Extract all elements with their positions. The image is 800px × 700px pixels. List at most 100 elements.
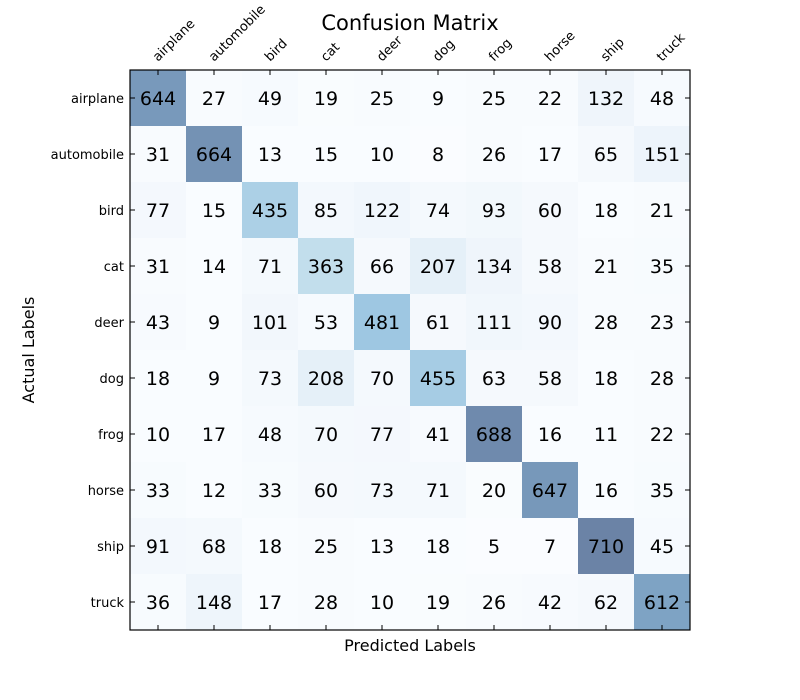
- heatmap-cell: [466, 406, 522, 462]
- x-tick-label: automobile: [206, 2, 268, 64]
- heatmap-cell: [410, 574, 466, 630]
- cell-value-label: 10: [370, 592, 394, 614]
- cell-value-label: 481: [364, 312, 400, 334]
- heatmap-cell: [242, 294, 298, 350]
- heatmap-cell: [298, 238, 354, 294]
- heatmap-cell: [578, 294, 634, 350]
- heatmap-cell: [578, 574, 634, 630]
- x-tick-label: bird: [262, 36, 290, 64]
- cell-value-label: 455: [420, 368, 456, 390]
- heatmap-cell: [298, 126, 354, 182]
- heatmap-cell: [354, 182, 410, 238]
- cell-value-label: 70: [314, 424, 338, 446]
- cell-value-label: 20: [482, 480, 506, 502]
- cell-value-label: 11: [594, 424, 618, 446]
- cell-value-label: 74: [426, 200, 450, 222]
- cell-value-label: 9: [208, 312, 220, 334]
- heatmap-cell: [578, 238, 634, 294]
- cell-value-label: 12: [202, 480, 226, 502]
- cell-value-label: 207: [420, 256, 456, 278]
- cell-value-label: 13: [258, 144, 282, 166]
- heatmap-cell: [410, 238, 466, 294]
- y-tick-label: cat: [104, 260, 124, 275]
- heatmap-cell: [578, 70, 634, 126]
- cell-value-label: 111: [476, 312, 512, 334]
- heatmap-cell: [634, 294, 690, 350]
- cell-value-label: 18: [258, 536, 282, 558]
- cell-value-label: 62: [594, 592, 618, 614]
- cell-value-label: 73: [258, 368, 282, 390]
- heatmap-cell: [634, 70, 690, 126]
- y-tick-label: automobile: [51, 148, 124, 163]
- cell-value-label: 18: [594, 200, 618, 222]
- cell-value-label: 208: [308, 368, 344, 390]
- y-tick-label: dog: [100, 372, 124, 387]
- heatmap-cell: [522, 70, 578, 126]
- heatmap-cell: [578, 182, 634, 238]
- heatmap-cell: [186, 406, 242, 462]
- cell-value-label: 612: [644, 592, 680, 614]
- cell-value-label: 15: [202, 200, 226, 222]
- heatmap-cell: [298, 182, 354, 238]
- cell-value-label: 43: [146, 312, 170, 334]
- heatmap-cell: [410, 518, 466, 574]
- x-tick-label: dog: [430, 37, 458, 65]
- cell-value-label: 70: [370, 368, 394, 390]
- cell-value-label: 9: [208, 368, 220, 390]
- heatmap-cell: [130, 70, 186, 126]
- heatmap-cell: [578, 462, 634, 518]
- cell-value-label: 28: [594, 312, 618, 334]
- cell-value-label: 9: [432, 88, 444, 110]
- y-tick-label: truck: [91, 596, 125, 611]
- cell-value-label: 31: [146, 256, 170, 278]
- cell-value-label: 21: [650, 200, 674, 222]
- heatmap-cell: [578, 126, 634, 182]
- heatmap-cell: [522, 294, 578, 350]
- cell-value-label: 25: [314, 536, 338, 558]
- heatmap-cell: [354, 574, 410, 630]
- heatmap-cell: [130, 406, 186, 462]
- cell-value-label: 10: [146, 424, 170, 446]
- heatmap-cell: [522, 126, 578, 182]
- y-tick-label: deer: [94, 316, 124, 331]
- chart-title: Confusion Matrix: [321, 11, 498, 35]
- cell-value-label: 71: [258, 256, 282, 278]
- heatmap-cell: [410, 126, 466, 182]
- cell-value-label: 132: [588, 88, 624, 110]
- cell-value-label: 10: [370, 144, 394, 166]
- cell-value-label: 36: [146, 592, 170, 614]
- cell-value-label: 644: [140, 88, 176, 110]
- heatmap-cell: [522, 350, 578, 406]
- heatmap-cell: [466, 294, 522, 350]
- cell-value-label: 18: [426, 536, 450, 558]
- cell-value-label: 49: [258, 88, 282, 110]
- y-tick-label: horse: [88, 484, 124, 499]
- heatmap-cell: [522, 238, 578, 294]
- x-tick-label: truck: [654, 30, 689, 65]
- cell-value-label: 17: [538, 144, 562, 166]
- heatmap-cell: [634, 182, 690, 238]
- heatmap-cell: [242, 70, 298, 126]
- cell-value-label: 148: [196, 592, 232, 614]
- x-axis-label: Predicted Labels: [344, 636, 476, 655]
- cell-value-label: 18: [146, 368, 170, 390]
- heatmap-cell: [354, 350, 410, 406]
- cell-value-label: 26: [482, 144, 506, 166]
- cell-value-label: 27: [202, 88, 226, 110]
- heatmap-cell: [522, 518, 578, 574]
- cell-value-label: 85: [314, 200, 338, 222]
- cell-value-label: 58: [538, 368, 562, 390]
- heatmap-cell: [466, 350, 522, 406]
- cell-value-label: 45: [650, 536, 674, 558]
- cell-value-label: 16: [594, 480, 618, 502]
- heatmap-cell: [522, 182, 578, 238]
- y-axis-label: Actual Labels: [19, 297, 38, 404]
- cell-value-label: 42: [538, 592, 562, 614]
- x-tick-label: deer: [374, 33, 406, 65]
- cell-value-label: 435: [252, 200, 288, 222]
- heatmap-cell: [410, 70, 466, 126]
- cell-value-label: 63: [482, 368, 506, 390]
- cell-value-label: 363: [308, 256, 344, 278]
- cell-value-label: 73: [370, 480, 394, 502]
